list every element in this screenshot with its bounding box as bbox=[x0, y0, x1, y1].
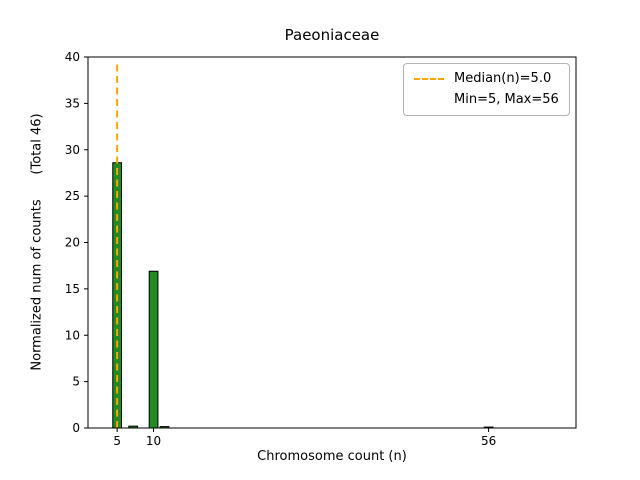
y-tick-label: 0 bbox=[72, 421, 80, 435]
x-tick-label: 56 bbox=[481, 434, 496, 448]
x-axis-label: Chromosome count (n) bbox=[257, 449, 407, 464]
chart-title: Paeoniaceae bbox=[284, 26, 380, 44]
y-tick-label: 25 bbox=[65, 189, 80, 203]
legend-minmax-label: Min=5, Max=56 bbox=[454, 92, 559, 107]
y-tick-label: 10 bbox=[65, 328, 80, 342]
median-line-sample-icon bbox=[414, 78, 444, 80]
legend-row-median: Median(n)=5.0 bbox=[414, 71, 559, 87]
y-tick-label: 40 bbox=[65, 50, 80, 64]
y-tick-label: 30 bbox=[65, 143, 80, 157]
x-tick-label: 10 bbox=[146, 434, 161, 448]
y-tick-label: 35 bbox=[65, 96, 80, 110]
y-tick-label: 5 bbox=[72, 375, 80, 389]
histogram-bar bbox=[148, 270, 159, 429]
legend: Median(n)=5.0 Min=5, Max=56 bbox=[403, 63, 570, 116]
legend-median-label: Median(n)=5.0 bbox=[454, 71, 552, 86]
y-axis-label: Normalized num of counts (Total 46) bbox=[29, 113, 45, 371]
x-tick-label: 5 bbox=[113, 434, 121, 448]
y-tick-label: 20 bbox=[65, 236, 80, 250]
y-tick-label: 15 bbox=[65, 282, 80, 296]
legend-row-minmax: Min=5, Max=56 bbox=[414, 92, 559, 108]
